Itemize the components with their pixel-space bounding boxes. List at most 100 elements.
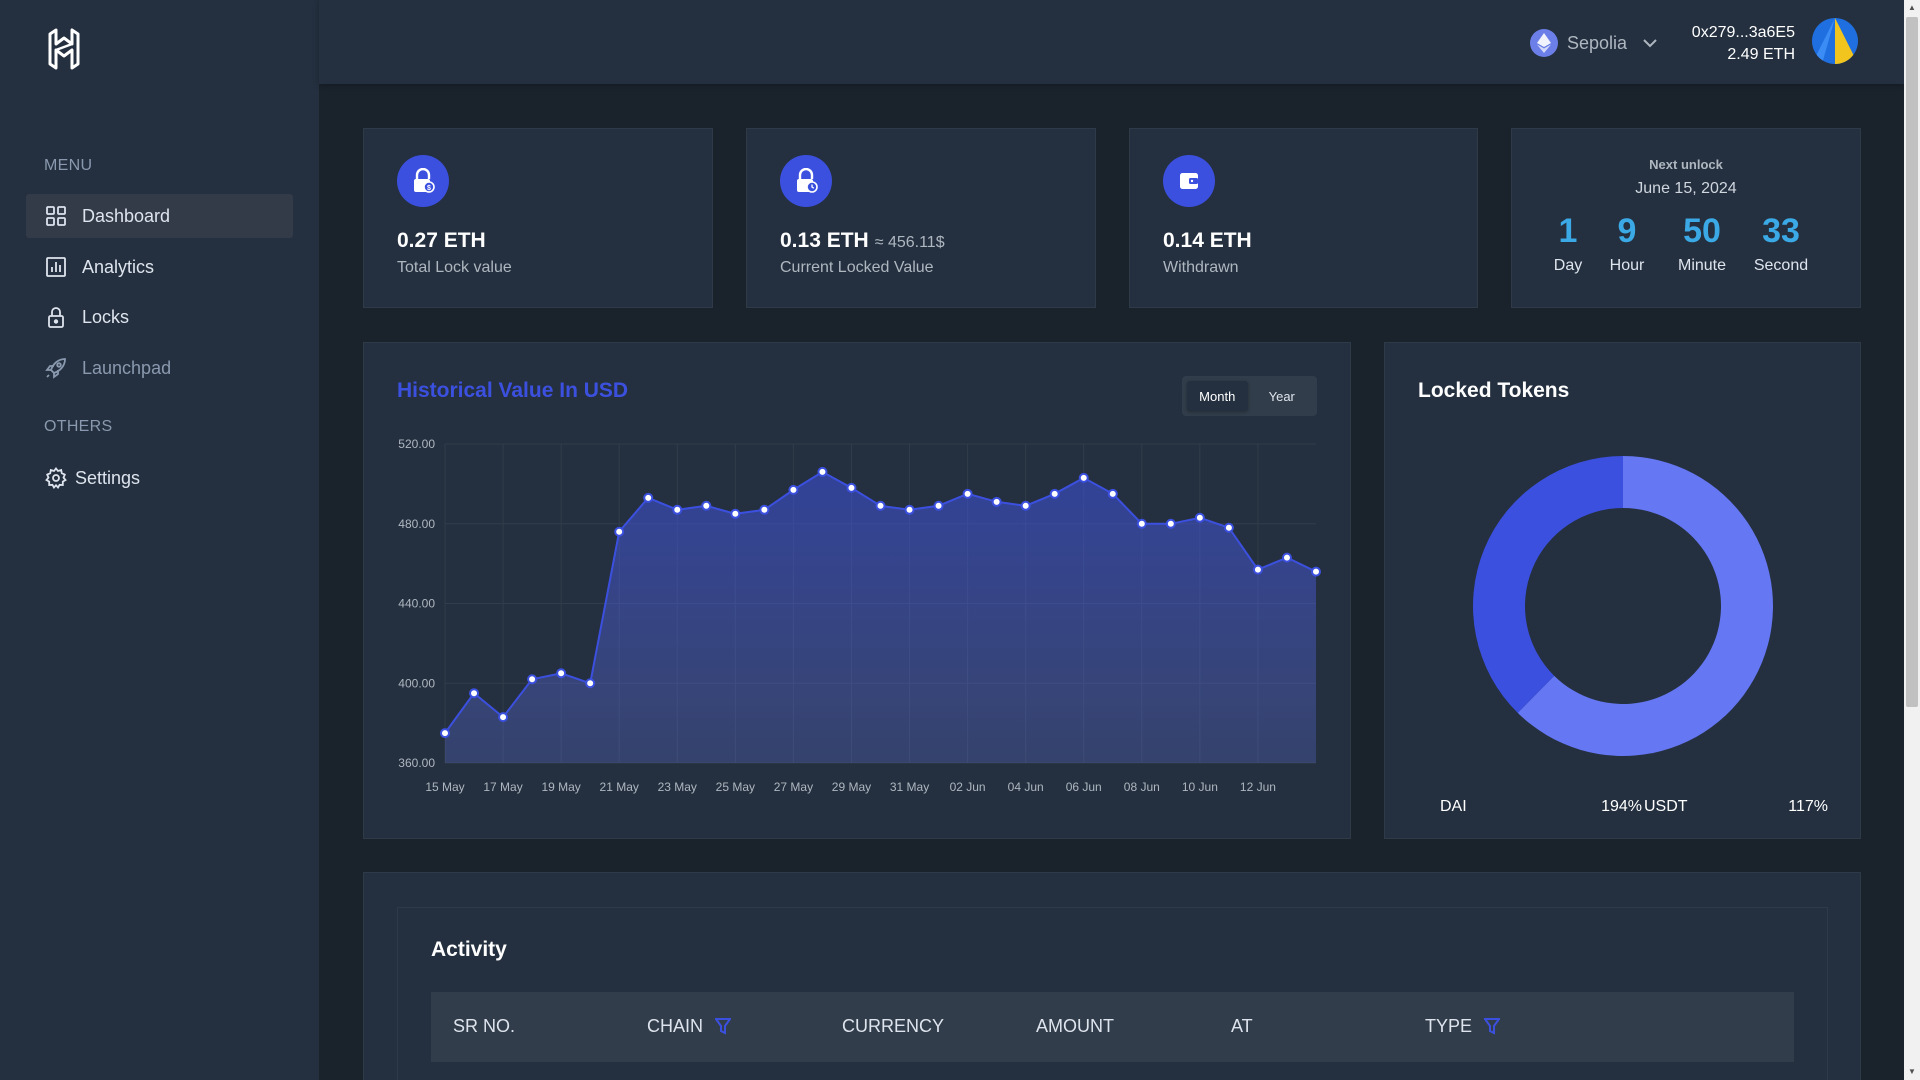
activity-card: Activity SR NO. CHAIN CURRENCY AMOUNT AT… xyxy=(363,872,1861,1080)
x-tick-label: 17 May xyxy=(483,780,522,794)
x-tick-label: 19 May xyxy=(541,780,580,794)
data-point[interactable] xyxy=(904,504,915,515)
next-unlock-card: Next unlock June 15, 2024 1 Day 9 Hour 5… xyxy=(1511,128,1861,308)
toggle-month-button[interactable]: Month xyxy=(1187,381,1248,411)
legend-label-dai: DAI xyxy=(1440,798,1467,815)
data-point[interactable] xyxy=(730,508,741,519)
lock-coin-icon: $ xyxy=(397,155,449,207)
stat-approx-usd: ≈ 456.11$ xyxy=(874,234,945,251)
y-tick-label: 400.00 xyxy=(398,676,435,690)
chart-title: Historical Value In USD xyxy=(397,379,629,402)
sidebar-item-locks[interactable]: Locks xyxy=(26,295,293,339)
x-tick-label: 21 May xyxy=(600,780,639,794)
x-tick-label: 02 Jun xyxy=(950,780,986,794)
donut-slice-usdt[interactable] xyxy=(1473,456,1623,713)
data-point[interactable] xyxy=(527,674,538,685)
stat-card-total-lock: $ 0.27 ETH Total Lock value xyxy=(363,128,713,308)
data-point[interactable] xyxy=(1281,552,1292,563)
filter-icon[interactable] xyxy=(715,1018,732,1035)
others-group-label: OTHERS xyxy=(44,418,113,435)
data-point[interactable] xyxy=(701,500,712,511)
locked-tokens-donut xyxy=(1473,456,1773,756)
avatar[interactable] xyxy=(1812,18,1858,64)
logo-icon[interactable] xyxy=(44,28,84,70)
sidebar-item-dashboard[interactable]: Dashboard xyxy=(26,194,293,238)
svg-text:$: $ xyxy=(427,185,431,192)
x-tick-label: 15 May xyxy=(425,780,464,794)
filter-icon[interactable] xyxy=(1484,1018,1501,1035)
data-point[interactable] xyxy=(585,678,596,689)
y-tick-label: 360.00 xyxy=(398,756,435,770)
scroll-down-arrow[interactable]: ▼ xyxy=(1908,1067,1916,1076)
column-header-currency: CURRENCY xyxy=(842,1016,945,1036)
stat-value: 0.27 ETH xyxy=(397,229,486,252)
gear-icon xyxy=(45,467,67,489)
stat-card-withdrawn: 0.14 ETH Withdrawn xyxy=(1129,128,1478,308)
data-point[interactable] xyxy=(1107,488,1118,499)
donut-slice-dai[interactable] xyxy=(1517,456,1773,756)
stat-value: 0.14 ETH xyxy=(1163,229,1252,252)
x-tick-label: 08 Jun xyxy=(1124,780,1160,794)
data-point[interactable] xyxy=(817,466,828,477)
data-point[interactable] xyxy=(643,492,654,503)
data-point[interactable] xyxy=(846,482,857,493)
data-point[interactable] xyxy=(1020,500,1031,511)
lock-clock-icon xyxy=(780,155,832,207)
data-point[interactable] xyxy=(875,500,886,511)
sidebar-item-label: Settings xyxy=(75,467,141,488)
data-point[interactable] xyxy=(933,500,944,511)
sidebar: MENU Dashboard Analytics Locks Launchpad… xyxy=(0,0,319,1080)
stat-label: Total Lock value xyxy=(397,259,512,276)
x-tick-label: 25 May xyxy=(716,780,755,794)
y-tick-label: 440.00 xyxy=(398,597,435,611)
sidebar-item-label: Dashboard xyxy=(82,205,171,226)
data-point[interactable] xyxy=(991,496,1002,507)
data-point[interactable] xyxy=(556,668,567,679)
countdown-seconds: 33 Second xyxy=(1753,212,1809,274)
data-point[interactable] xyxy=(1136,518,1147,529)
data-point[interactable] xyxy=(440,728,450,739)
scrollbar-thumb[interactable] xyxy=(1906,17,1918,707)
toggle-year-button[interactable]: Year xyxy=(1268,388,1295,404)
lock-icon xyxy=(48,307,64,328)
scroll-up-arrow[interactable]: ▲ xyxy=(1908,3,1916,12)
data-point[interactable] xyxy=(1049,488,1060,499)
data-point[interactable] xyxy=(614,526,625,537)
wallet-info[interactable]: 0x279...3a6E5 2.49 ETH xyxy=(1660,22,1795,66)
data-point[interactable] xyxy=(1311,566,1321,577)
countdown-minutes: 50 Minute xyxy=(1677,212,1727,274)
legend-value-dai: 194% xyxy=(1601,798,1642,815)
sidebar-item-label: Analytics xyxy=(82,256,155,277)
data-point[interactable] xyxy=(1165,518,1176,529)
data-point[interactable] xyxy=(469,688,480,699)
data-point[interactable] xyxy=(1252,564,1263,575)
data-point[interactable] xyxy=(759,504,770,515)
data-point[interactable] xyxy=(1194,512,1205,523)
data-point[interactable] xyxy=(498,712,509,723)
data-point[interactable] xyxy=(1078,472,1089,483)
activity-panel: Activity SR NO. CHAIN CURRENCY AMOUNT AT… xyxy=(397,907,1828,1080)
x-tick-label: 27 May xyxy=(774,780,813,794)
y-tick-label: 520.00 xyxy=(398,437,435,451)
ethereum-icon xyxy=(1530,29,1558,57)
next-unlock-date: June 15, 2024 xyxy=(1635,180,1737,197)
sidebar-item-label: Launchpad xyxy=(82,357,172,378)
sidebar-item-analytics[interactable]: Analytics xyxy=(26,245,293,289)
data-point[interactable] xyxy=(962,488,973,499)
data-point[interactable] xyxy=(672,504,683,515)
column-header-at: AT xyxy=(1231,1016,1253,1036)
stat-card-current-locked: 0.13 ETH ≈ 456.11$ Current Locked Value xyxy=(746,128,1096,308)
x-tick-label: 06 Jun xyxy=(1066,780,1102,794)
sidebar-item-settings[interactable]: Settings xyxy=(26,456,293,500)
wallet-balance: 2.49 ETH xyxy=(1727,46,1795,63)
network-selector[interactable]: Sepolia xyxy=(1530,29,1657,57)
x-tick-label: 04 Jun xyxy=(1008,780,1044,794)
x-tick-label: 12 Jun xyxy=(1240,780,1276,794)
historical-value-card: 360.00 400.00 440.00 480.00 520.00 15 May 17 M… xyxy=(363,342,1351,839)
data-point[interactable] xyxy=(1223,522,1234,533)
countdown-days: 1 Day xyxy=(1553,212,1583,274)
historical-value-chart: 360.00 400.00 440.00 480.00 520.00 15 May 17 M… xyxy=(398,437,1321,794)
legend-value-usdt: 117% xyxy=(1788,798,1828,815)
sidebar-item-launchpad[interactable]: Launchpad xyxy=(26,346,293,390)
data-point[interactable] xyxy=(788,484,799,495)
